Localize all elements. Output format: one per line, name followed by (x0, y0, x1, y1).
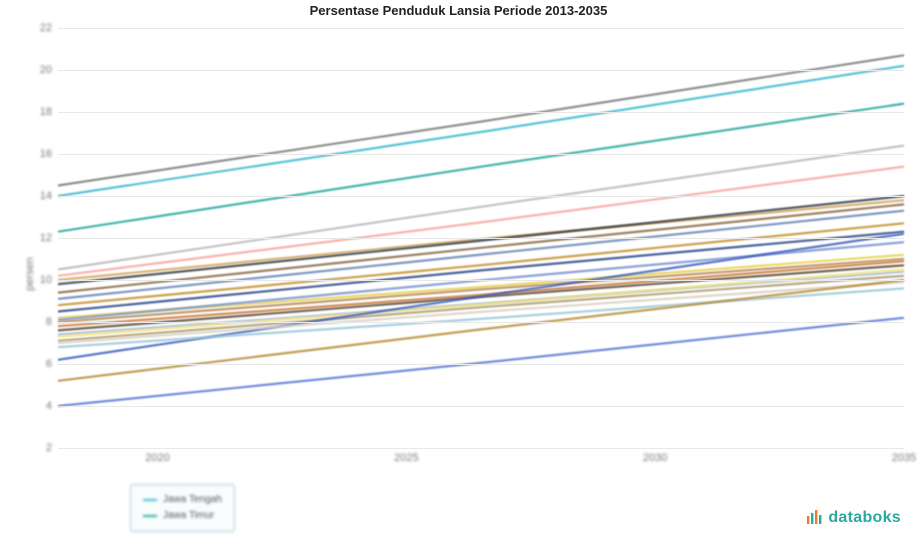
y-tick-label: 18 (40, 106, 52, 118)
series-line[interactable] (58, 66, 904, 196)
chart-title: Persentase Penduduk Lansia Periode 2013-… (0, 3, 917, 18)
grid-line (58, 280, 904, 281)
legend-label: Jawa Timur (163, 509, 214, 523)
y-tick-label: 2 (46, 442, 52, 454)
plot-area: 2468101214161820222020202520302035 (58, 28, 904, 448)
series-line[interactable] (58, 146, 904, 270)
x-tick-label: 2025 (394, 452, 418, 464)
legend-swatch (143, 515, 157, 517)
y-axis-label: persen (24, 257, 36, 291)
databoks-watermark: databoks (806, 509, 901, 527)
y-tick-label: 20 (40, 64, 52, 76)
grid-line (58, 112, 904, 113)
legend-item[interactable]: Jawa Tengah (143, 493, 222, 507)
grid-line (58, 238, 904, 239)
legend-swatch (143, 499, 157, 501)
y-tick-label: 4 (46, 400, 52, 412)
watermark-text: databoks (828, 509, 901, 527)
legend-box[interactable]: Jawa Tengah Jawa Timur (130, 484, 235, 532)
grid-line (58, 448, 904, 449)
grid-line (58, 70, 904, 71)
x-tick-label: 2030 (643, 452, 667, 464)
x-tick-label: 2035 (892, 452, 916, 464)
grid-line (58, 154, 904, 155)
y-tick-label: 22 (40, 22, 52, 34)
y-tick-label: 10 (40, 274, 52, 286)
y-tick-label: 8 (46, 316, 52, 328)
grid-line (58, 406, 904, 407)
grid-line (58, 364, 904, 365)
y-tick-label: 16 (40, 148, 52, 160)
y-tick-label: 14 (40, 190, 52, 202)
series-line[interactable] (58, 167, 904, 276)
y-tick-label: 6 (46, 358, 52, 370)
grid-line (58, 322, 904, 323)
grid-line (58, 196, 904, 197)
legend-label: Jawa Tengah (163, 493, 222, 507)
grid-line (58, 28, 904, 29)
x-tick-label: 2020 (145, 452, 169, 464)
databoks-icon (806, 509, 824, 527)
legend-item[interactable]: Jawa Timur (143, 509, 222, 523)
y-tick-label: 12 (40, 232, 52, 244)
